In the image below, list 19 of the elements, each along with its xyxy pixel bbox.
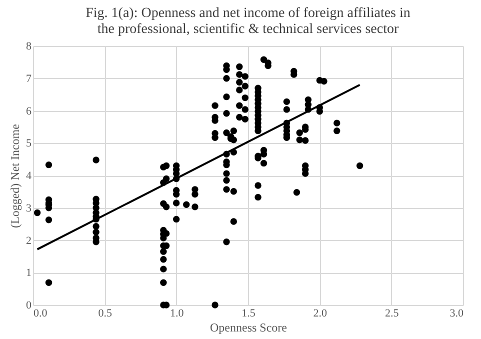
y-tick-label: 5 bbox=[26, 138, 32, 150]
y-tick-label: 3 bbox=[26, 202, 32, 214]
y-tick-label: 1 bbox=[26, 267, 32, 280]
x-tick-label: 1.0 bbox=[170, 308, 184, 320]
y-tick-label: 6 bbox=[26, 105, 32, 118]
x-tick-label: 3.0 bbox=[450, 308, 464, 320]
y-tick-label: 4 bbox=[26, 170, 32, 182]
y-tick-label: 2 bbox=[26, 234, 32, 247]
x-tick-label: 0.0 bbox=[34, 308, 48, 320]
y-axis-title: (Logged) Net Income bbox=[8, 124, 22, 228]
x-axis-title: Openness Score bbox=[210, 320, 287, 334]
y-tick-label: 7 bbox=[26, 72, 32, 85]
y-tick-label: 0 bbox=[26, 300, 32, 312]
y-tick-label: 8 bbox=[26, 40, 32, 52]
x-tick-label: 0.5 bbox=[98, 308, 113, 320]
chart-title: Fig. 1(a): Openness and net income of foreign affiliates in the professional, scientific & technical services sector bbox=[86, 6, 410, 37]
x-tick-label: 1.5 bbox=[242, 308, 256, 320]
x-tick-label: 2.5 bbox=[384, 308, 400, 320]
x-tick-label: 2.0 bbox=[313, 308, 328, 320]
